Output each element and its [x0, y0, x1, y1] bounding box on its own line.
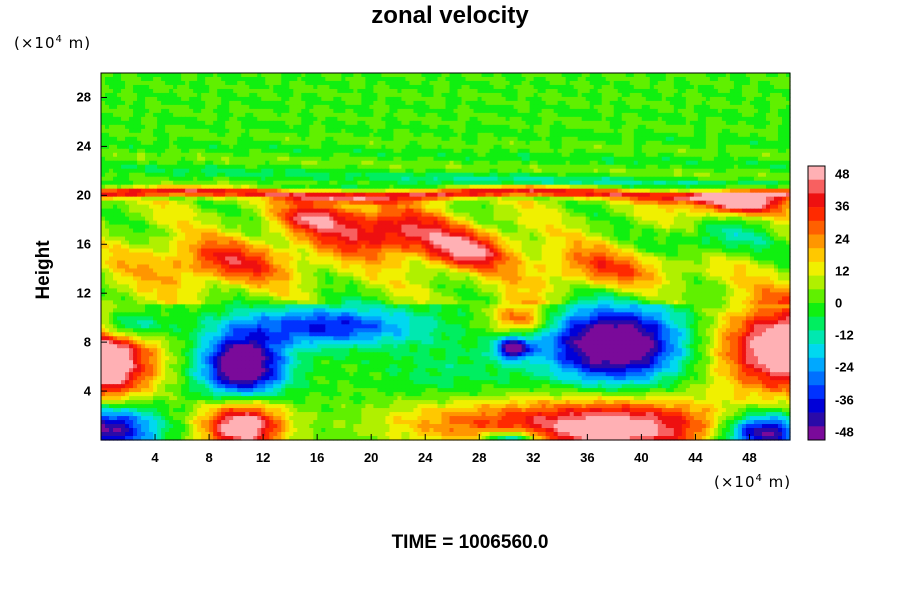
colorbar-swatch [808, 289, 825, 304]
y-tick-label: 16 [76, 236, 91, 252]
y-tick-label: 20 [76, 187, 91, 203]
colorbar-swatch [808, 248, 825, 263]
colorbar-tick-label: 12 [835, 263, 850, 279]
colorbar-frame [807, 165, 826, 441]
colorbar-swatch [808, 357, 825, 372]
x-tick-label: 32 [526, 450, 541, 465]
plot-frame [100, 72, 791, 441]
x-tick-label: 16 [309, 450, 325, 465]
colorbar-swatch [808, 220, 825, 235]
x-tick-label: 4 [151, 450, 159, 465]
y-tick-label: 12 [76, 285, 91, 301]
x-tick-label: 48 [742, 450, 757, 465]
x-tick-label: 28 [472, 450, 487, 465]
colorbar-swatch [808, 207, 825, 222]
colorbar-swatch [808, 303, 825, 317]
y-tick-label: 8 [83, 334, 91, 350]
colorbar-swatch [808, 398, 825, 413]
colorbar-swatch [808, 426, 825, 441]
colorbar-swatch [808, 385, 825, 400]
x-tick-label: 12 [255, 450, 271, 465]
time-value: 1006560.0 [458, 532, 549, 553]
colorbar-swatch [808, 193, 825, 208]
colorbar [807, 165, 826, 441]
heatmap-field [101, 73, 791, 441]
colorbar-tick-label: -48 [835, 424, 854, 440]
colorbar-tick-label: -36 [835, 392, 854, 408]
x-tick-label: 24 [418, 450, 433, 465]
y-tick-label: 28 [76, 89, 91, 105]
colorbar-tick-label: 24 [835, 231, 850, 247]
colorbar-swatch [808, 179, 825, 194]
x-tick-label: 40 [634, 450, 649, 465]
x-axis-unit: (×104 m) [714, 473, 792, 491]
x-tick-label: 36 [580, 450, 595, 465]
time-label: TIME = [391, 532, 459, 553]
chart-title: zonal velocity [371, 2, 529, 29]
colorbar-swatch [808, 412, 825, 427]
colorbar-swatch [808, 371, 825, 386]
colorbar-swatch [808, 330, 825, 345]
y-axis-unit: (×104 m) [14, 34, 92, 52]
colorbar-tick-label: 0 [835, 295, 843, 311]
colorbar-tick-label: 48 [835, 166, 850, 182]
x-tick-label: 20 [363, 450, 379, 465]
x-tick-label: 44 [688, 450, 703, 465]
colorbar-tick-label: 36 [835, 198, 850, 214]
colorbar-swatch [808, 316, 825, 331]
y-tick-label: 4 [83, 383, 91, 399]
x-tick-label: 8 [205, 450, 213, 465]
colorbar-swatch [808, 234, 825, 249]
colorbar-swatch [808, 261, 825, 276]
time-footer: TIME = 1006560.0 [0, 532, 900, 554]
colorbar-tick-label: -24 [835, 359, 854, 375]
colorbar-tick-label: -12 [835, 327, 854, 343]
y-tick-label: 24 [76, 138, 91, 154]
colorbar-swatch [808, 166, 825, 180]
axis-ticks [101, 96, 750, 440]
colorbar-swatch [808, 275, 825, 290]
colorbar-swatch [808, 344, 825, 359]
